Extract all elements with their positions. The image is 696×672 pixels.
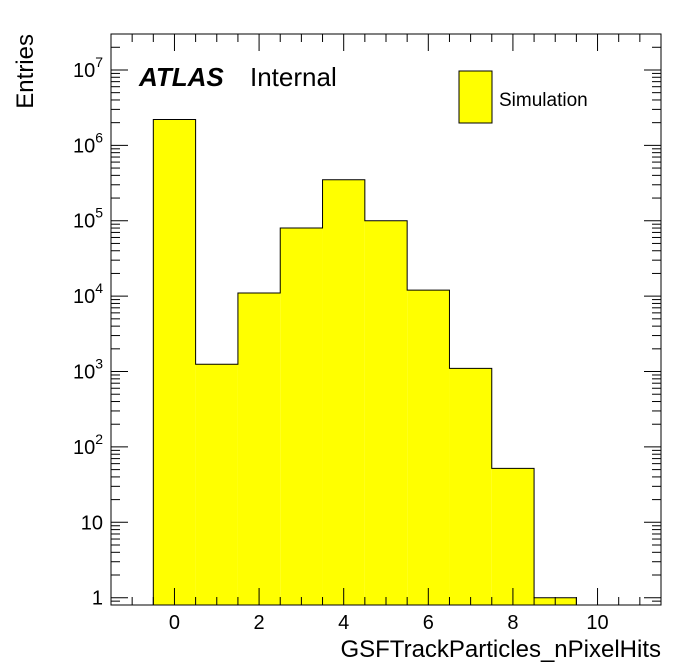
histogram-bar xyxy=(407,290,450,605)
y-tick-label: 103 xyxy=(73,356,103,384)
x-tick-label: 10 xyxy=(586,612,608,634)
histogram-bar xyxy=(153,119,196,605)
axis-ticks xyxy=(110,33,662,606)
x-tick-label: 8 xyxy=(507,612,518,634)
legend-label-simulation: Simulation xyxy=(499,90,588,111)
atlas-label: ATLAS xyxy=(138,62,224,92)
histogram-bar xyxy=(491,468,535,605)
legend-swatch-simulation xyxy=(458,70,493,124)
histogram-outline xyxy=(152,119,577,605)
x-axis-title: GSFTrackParticles_nPixelHits xyxy=(340,636,661,663)
histogram-bar xyxy=(280,228,323,605)
x-tick-label: 6 xyxy=(423,612,434,634)
histogram-bar xyxy=(449,368,492,605)
histogram-bar xyxy=(322,179,365,605)
y-tick-label: 107 xyxy=(73,54,103,82)
x-tick-label: 0 xyxy=(169,612,180,634)
y-tick-label: 1 xyxy=(92,588,103,610)
x-tick-label: 2 xyxy=(254,612,265,634)
atlas-internal-label: Internal xyxy=(250,62,337,92)
y-tick-label: 106 xyxy=(73,129,103,157)
x-tick-label: 4 xyxy=(338,612,349,634)
x-tick-labels: 0 2 4 6 8 10 xyxy=(169,612,609,634)
y-tick-label: 104 xyxy=(73,280,103,308)
y-tick-label: 10 xyxy=(81,512,103,534)
histogram-bars xyxy=(152,119,577,605)
legend: Simulation xyxy=(458,70,588,124)
y-axis-title: Entries xyxy=(12,34,39,109)
y-tick-label: 102 xyxy=(73,431,103,459)
y-tick-labels: 1 10 102 103 104 105 106 107 xyxy=(73,54,103,610)
histogram-bar xyxy=(195,364,238,605)
y-tick-label: 105 xyxy=(73,205,103,233)
histogram-bar xyxy=(237,293,281,605)
histogram-bar xyxy=(364,220,408,605)
